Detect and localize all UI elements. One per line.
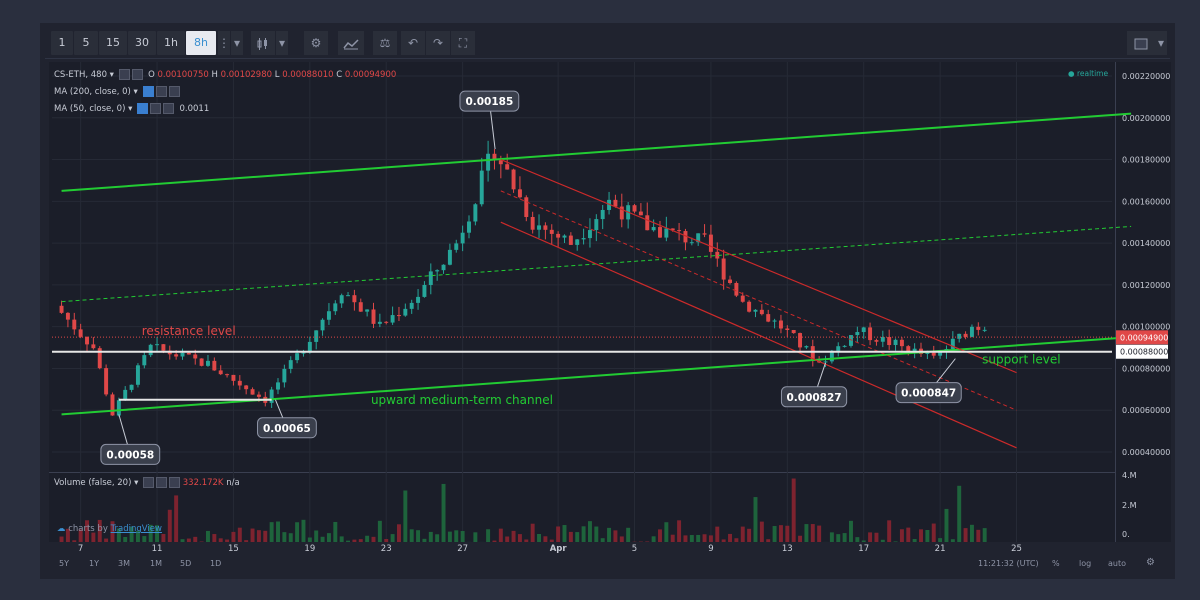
- settings-icon[interactable]: [155, 86, 167, 97]
- time-tick-label: 23: [380, 544, 392, 554]
- clock: 11:21:32 (UTC): [978, 559, 1039, 568]
- time-tick-label: 27: [457, 544, 469, 554]
- interval-8h[interactable]: 8h: [186, 31, 216, 55]
- close-icon[interactable]: [168, 86, 180, 97]
- close-value: 0.00094900: [344, 70, 397, 80]
- layout-chevron-icon[interactable]: ▾: [1155, 31, 1167, 55]
- settings-icon[interactable]: [156, 477, 168, 488]
- bottom-bar: 5Y 1Y 3M 1M 5D 1D 11:21:32 (UTC) % log a…: [45, 556, 1170, 574]
- price-scale[interactable]: [1115, 62, 1171, 542]
- time-tick-label: 5: [631, 544, 638, 554]
- volume-legend: Volume (false, 20) ▾ 332.172K n/a: [54, 477, 240, 488]
- ma50-legend: MA (50, close, 0) ▾ 0.0011: [54, 103, 210, 114]
- range-5d[interactable]: 5D: [180, 559, 192, 568]
- time-tick-label: 21: [934, 544, 946, 554]
- watermark-brand[interactable]: TradingView: [110, 524, 162, 534]
- volume-value: 332.172K: [182, 478, 224, 488]
- time-tick-label: 11: [151, 544, 163, 554]
- time-tick-label: 7: [77, 544, 84, 554]
- time-tick-label: 25: [1011, 544, 1022, 554]
- gear-icon[interactable]: ⚙: [1146, 557, 1155, 568]
- symbol-name[interactable]: CS-ETH, 480: [54, 70, 107, 80]
- ma200-legend: MA (200, close, 0) ▾: [54, 86, 180, 97]
- time-tick-label: 9: [708, 544, 714, 554]
- toolbar: 1 5 15 30 1h 8h ⋮ ▾ ▾ ⚙ ⚖ ↶ ↷ ⛶ ▾: [45, 28, 1170, 59]
- percent-toggle[interactable]: %: [1052, 559, 1060, 568]
- eye-icon[interactable]: [137, 103, 149, 114]
- interval-1[interactable]: 1: [51, 31, 73, 55]
- settings-icon[interactable]: [131, 69, 143, 80]
- time-tick-label: 15: [228, 544, 239, 554]
- interval-1h[interactable]: 1h: [157, 31, 185, 55]
- more-intervals-icon[interactable]: ⋮: [218, 31, 230, 55]
- eye-icon[interactable]: [142, 86, 154, 97]
- high-label: H: [211, 70, 218, 80]
- layout-icon[interactable]: [1127, 31, 1155, 55]
- realtime-indicator: ● realtime: [1068, 69, 1109, 78]
- eye-icon[interactable]: [143, 477, 155, 488]
- interval-30[interactable]: 30: [128, 31, 156, 55]
- range-1y[interactable]: 1Y: [89, 559, 99, 568]
- fullscreen-icon[interactable]: ⛶: [451, 31, 475, 55]
- time-tick-label: 13: [781, 544, 793, 554]
- compare-icon[interactable]: ⚖: [373, 31, 397, 55]
- chevron-down-icon[interactable]: ▾: [231, 31, 243, 55]
- volume-label[interactable]: Volume (false, 20): [54, 478, 132, 488]
- close-icon[interactable]: [169, 477, 181, 488]
- log-toggle[interactable]: log: [1079, 559, 1092, 568]
- interval-15[interactable]: 15: [99, 31, 127, 55]
- range-1d[interactable]: 1D: [210, 559, 222, 568]
- eye-icon[interactable]: [118, 69, 130, 80]
- gear-icon[interactable]: ⚙: [304, 31, 328, 55]
- open-value: 0.00100750: [157, 70, 209, 80]
- close-icon[interactable]: [163, 103, 175, 114]
- interval-5[interactable]: 5: [74, 31, 98, 55]
- candles-icon[interactable]: [251, 31, 275, 55]
- ma50-label[interactable]: MA (50, close, 0): [54, 104, 126, 114]
- realtime-label: realtime: [1076, 69, 1109, 78]
- price-pane[interactable]: [49, 62, 1115, 472]
- time-tick-label: 17: [858, 544, 870, 554]
- chart-type-chevron-icon[interactable]: ▾: [276, 31, 288, 55]
- time-axis-labels: 7 11 15 19 23 27 Apr 5 9 13 17 21 25: [0, 543, 1200, 556]
- time-axis[interactable]: [49, 542, 1115, 556]
- close-label: C: [336, 70, 343, 80]
- open-label: O: [148, 70, 155, 80]
- tradingview-logo-icon: ☁: [57, 524, 66, 534]
- redo-icon[interactable]: ↷: [426, 31, 450, 55]
- high-value: 0.00102980: [220, 70, 273, 80]
- watermark-prefix: charts by: [68, 524, 108, 534]
- undo-icon[interactable]: ↶: [401, 31, 425, 55]
- ma200-label[interactable]: MA (200, close, 0): [54, 87, 131, 97]
- tradingview-watermark[interactable]: ☁ charts by TradingView: [57, 524, 162, 534]
- range-1m[interactable]: 1M: [150, 559, 162, 568]
- symbol-legend: CS-ETH, 480 ▾ O 0.00100750 H 0.00102980 …: [54, 69, 397, 80]
- low-label: L: [274, 70, 280, 80]
- ma50-value: 0.0011: [179, 104, 210, 114]
- range-3m[interactable]: 3M: [118, 559, 130, 568]
- indicators-icon[interactable]: [338, 31, 364, 55]
- low-value: 0.00088010: [282, 70, 334, 80]
- settings-icon[interactable]: [150, 103, 162, 114]
- range-5y[interactable]: 5Y: [59, 559, 69, 568]
- time-tick-label: 19: [304, 544, 316, 554]
- volume-value2: n/a: [226, 478, 240, 488]
- auto-toggle[interactable]: auto: [1108, 559, 1127, 568]
- time-tick-label: Apr: [549, 544, 567, 554]
